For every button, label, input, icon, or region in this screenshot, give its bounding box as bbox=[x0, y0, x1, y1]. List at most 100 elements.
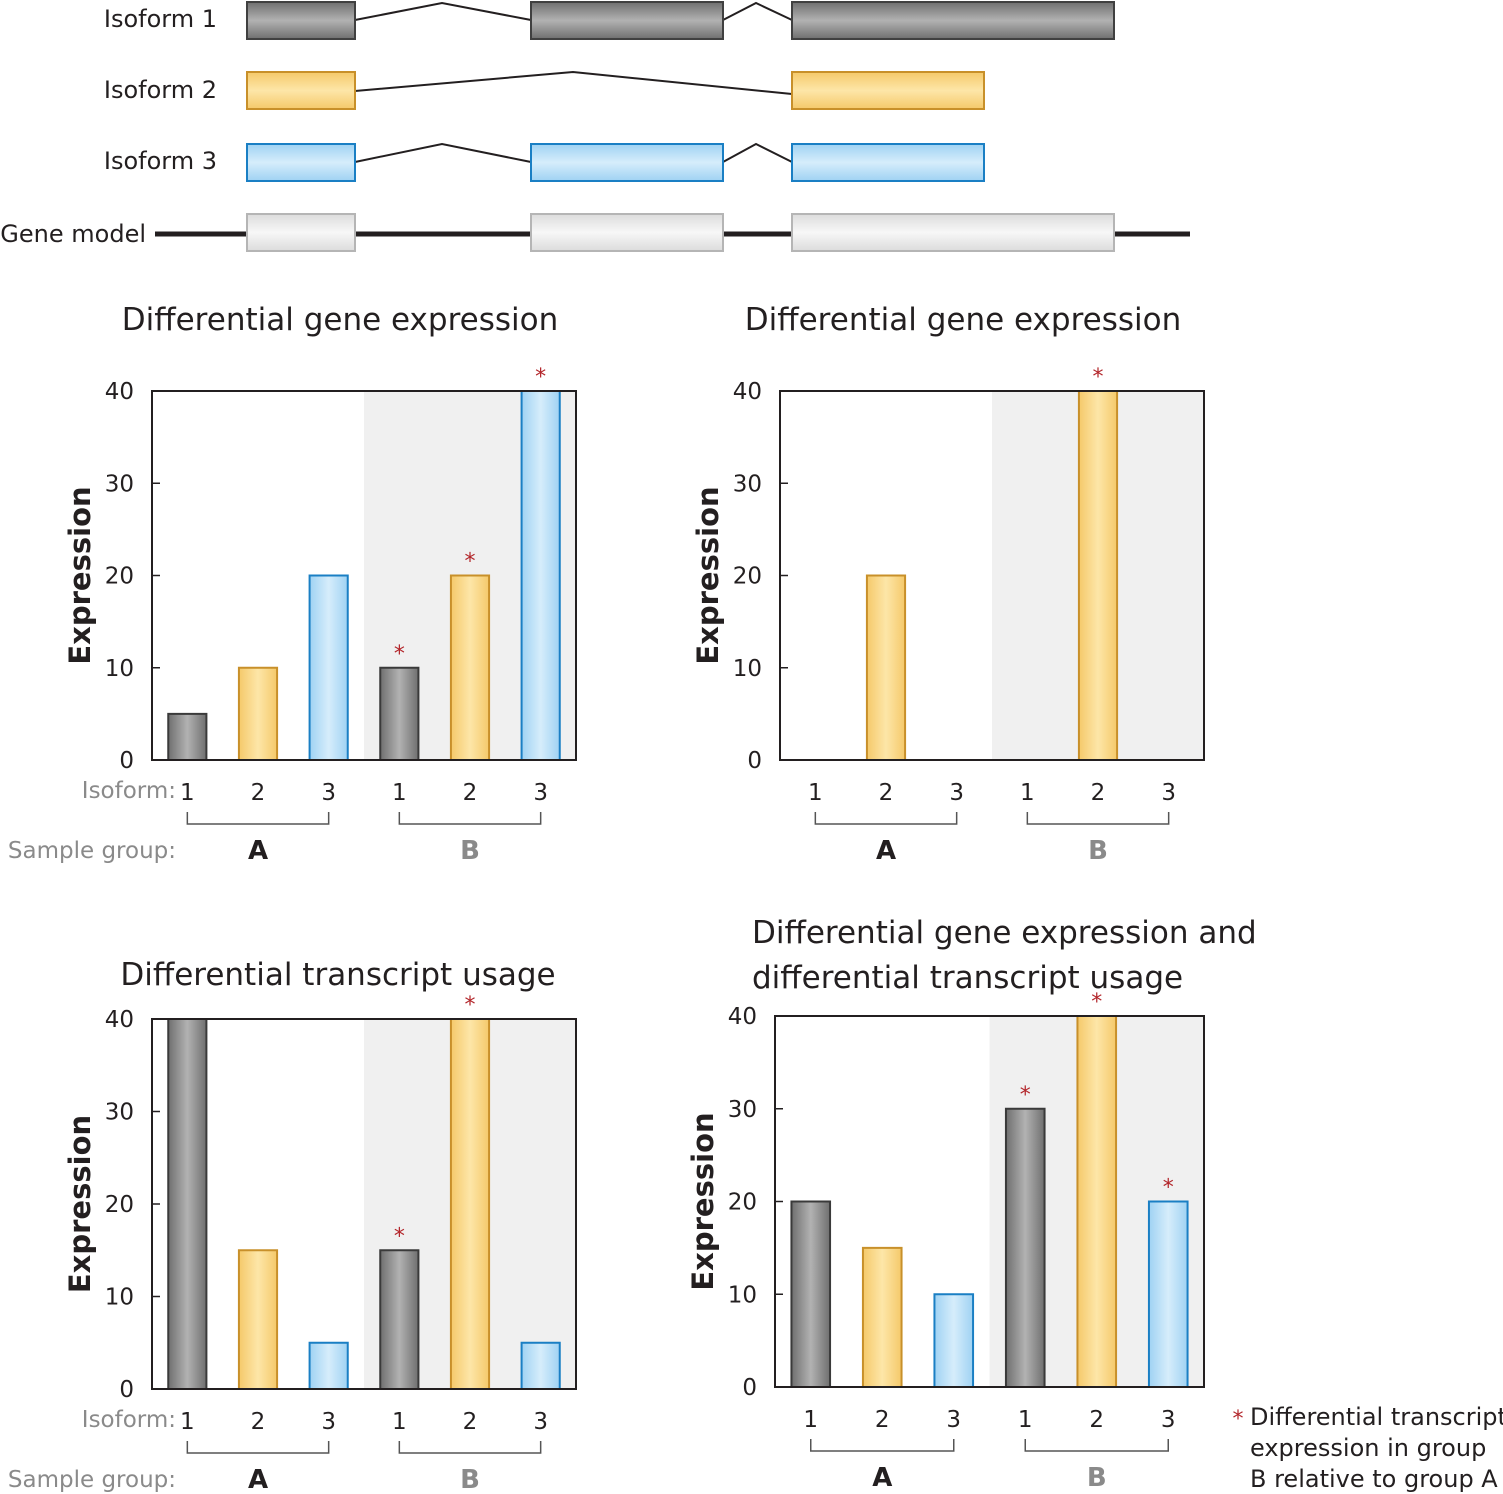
x-tick-label: 3 bbox=[946, 1407, 961, 1433]
y-tick-label: 10 bbox=[105, 656, 134, 682]
chart-title: Differential gene expression bbox=[122, 302, 558, 338]
y-axis-label: Expression bbox=[63, 486, 97, 664]
y-tick-label: 10 bbox=[728, 1282, 757, 1308]
x-tick-label: 3 bbox=[949, 780, 964, 806]
isoform-3-exon-1 bbox=[246, 143, 356, 182]
bar-a-isoform-2 bbox=[237, 666, 279, 761]
group-b-bracket bbox=[398, 1441, 542, 1454]
y-tick-label: 20 bbox=[728, 1190, 757, 1216]
isoform-row-label: Isoform: bbox=[82, 778, 176, 804]
x-tick-label: 2 bbox=[1089, 1407, 1104, 1433]
isoform-3-intron-2 bbox=[722, 142, 793, 163]
group-a-label: A bbox=[872, 1463, 892, 1493]
group-b-label: B bbox=[1088, 836, 1108, 866]
x-tick-label: 1 bbox=[1020, 780, 1035, 806]
x-tick-label: 3 bbox=[321, 780, 336, 806]
bar-a-isoform-2 bbox=[861, 1246, 903, 1388]
group-a-label: A bbox=[876, 836, 896, 866]
legend-line-1: Differential transcript bbox=[1250, 1403, 1503, 1431]
x-tick-label: 2 bbox=[1091, 780, 1106, 806]
bar-b-isoform-1 bbox=[1004, 1107, 1046, 1388]
y-tick-label: 20 bbox=[105, 564, 134, 590]
plot-frame bbox=[151, 1018, 577, 1390]
significance-star: * bbox=[465, 550, 476, 575]
bar-a-isoform-3 bbox=[308, 574, 349, 761]
y-tick-label: 40 bbox=[733, 379, 762, 405]
bar-a-isoform-3 bbox=[933, 1293, 975, 1388]
x-tick-label: 3 bbox=[1161, 780, 1176, 806]
isoform-1-exon-2 bbox=[530, 1, 724, 40]
group-b-label: B bbox=[1087, 1463, 1107, 1493]
group-a-label: A bbox=[248, 1465, 268, 1494]
x-tick-label: 1 bbox=[803, 1407, 818, 1433]
y-tick-label: 40 bbox=[105, 379, 134, 405]
isoform-3-intron-1 bbox=[354, 142, 532, 163]
x-tick-label: 1 bbox=[808, 780, 823, 806]
bar-b-isoform-2 bbox=[1077, 390, 1119, 761]
y-tick-label: 30 bbox=[105, 1100, 134, 1126]
x-tick-label: 1 bbox=[1018, 1407, 1033, 1433]
y-axis-label: Expression bbox=[686, 1112, 720, 1290]
gene-model-exon-1 bbox=[246, 213, 356, 252]
legend: * Differential transcript expression in … bbox=[1233, 1403, 1503, 1493]
bar-b-isoform-2 bbox=[449, 1018, 491, 1390]
bar-b-isoform-3 bbox=[1147, 1200, 1189, 1388]
significance-star: * bbox=[1020, 1083, 1031, 1108]
chart-title: differential transcript usage bbox=[752, 960, 1183, 996]
x-tick-label: 3 bbox=[533, 1409, 548, 1435]
legend-line-2: expression in group bbox=[1250, 1434, 1486, 1462]
significance-star: * bbox=[394, 642, 405, 667]
isoform-3-label: Isoform 3 bbox=[104, 147, 217, 175]
x-tick-label: 2 bbox=[251, 1409, 266, 1435]
isoform-1-exon-3 bbox=[791, 1, 1115, 40]
isoform-3-exon-2 bbox=[530, 143, 724, 182]
bar-a-isoform-1 bbox=[167, 712, 208, 761]
legend-line-3: B relative to group A bbox=[1250, 1465, 1498, 1493]
bar-b-isoform-3 bbox=[520, 390, 561, 761]
x-tick-label: 1 bbox=[392, 780, 407, 806]
y-tick-label: 30 bbox=[728, 1097, 757, 1123]
y-tick-label: 10 bbox=[733, 656, 762, 682]
group-b-bracket bbox=[1026, 812, 1170, 825]
y-axis-label: Expression bbox=[691, 486, 725, 664]
bar-a-isoform-3 bbox=[308, 1341, 349, 1390]
plot-frame bbox=[151, 390, 577, 761]
legend-star: * bbox=[1233, 1407, 1244, 1432]
chart-title: Differential transcript usage bbox=[120, 957, 555, 993]
chart-title: Differential gene expression and bbox=[752, 915, 1257, 951]
significance-star: * bbox=[465, 993, 476, 1018]
chart-panel-2: Differential gene expression Expression 0 1… bbox=[691, 302, 1205, 866]
group-a-bracket bbox=[186, 1441, 330, 1454]
isoform-row-label: Isoform: bbox=[82, 1407, 176, 1433]
isoform-2-intron bbox=[354, 70, 793, 95]
y-tick-label: 20 bbox=[105, 1192, 134, 1218]
isoform-1-label: Isoform 1 bbox=[104, 5, 217, 33]
group-b-label: B bbox=[460, 1465, 480, 1494]
plot-frame bbox=[779, 390, 1205, 761]
x-tick-label: 2 bbox=[879, 780, 894, 806]
significance-star: * bbox=[535, 365, 546, 390]
y-tick-label: 40 bbox=[105, 1007, 134, 1033]
significance-star: * bbox=[1163, 1176, 1174, 1201]
y-axis-label: Expression bbox=[63, 1115, 97, 1293]
group-a-bracket bbox=[810, 1439, 955, 1452]
y-tick-label: 10 bbox=[105, 1285, 134, 1311]
bar-b-isoform-1 bbox=[379, 1249, 420, 1390]
bar-a-isoform-1 bbox=[790, 1200, 832, 1388]
chart-panel-1: Differential gene expression Expression 0 1… bbox=[8, 302, 577, 866]
y-tick-label: 40 bbox=[728, 1004, 757, 1030]
bar-a-isoform-2 bbox=[237, 1249, 279, 1390]
x-tick-label: 2 bbox=[875, 1407, 890, 1433]
group-b-bracket bbox=[398, 812, 542, 825]
bar-a-isoform-2 bbox=[865, 574, 907, 761]
x-tick-label: 2 bbox=[463, 780, 478, 806]
plot-frame bbox=[774, 1015, 1205, 1388]
group-a-label: A bbox=[248, 836, 268, 866]
x-tick-label: 3 bbox=[321, 1409, 336, 1435]
gene-model-exon-2 bbox=[530, 213, 724, 252]
bar-b-isoform-3 bbox=[520, 1341, 561, 1390]
chart-panel-4: Differential gene expression and differen… bbox=[686, 915, 1257, 1493]
isoform-1-intron-1 bbox=[354, 1, 532, 21]
y-tick-label: 20 bbox=[733, 564, 762, 590]
y-tick-label: 30 bbox=[105, 471, 134, 497]
